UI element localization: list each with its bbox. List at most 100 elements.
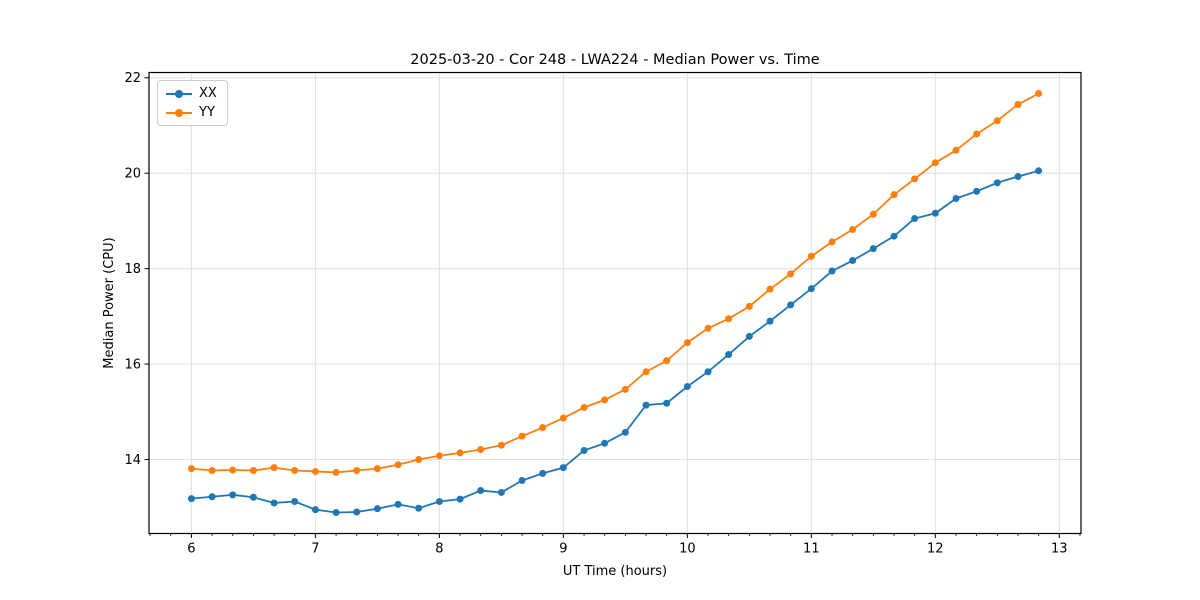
- data-point-yy: [601, 396, 609, 404]
- data-point-yy: [456, 449, 464, 457]
- data-point-xx: [291, 498, 299, 506]
- data-point-xx: [787, 301, 795, 309]
- data-point-xx: [353, 508, 361, 516]
- legend-item-xx: XX: [165, 85, 217, 102]
- y-tick-label: 20: [124, 167, 141, 182]
- data-point-yy: [477, 446, 485, 454]
- data-point-yy: [208, 467, 216, 475]
- data-point-xx: [869, 245, 877, 253]
- legend-item-yy: YY: [165, 104, 217, 121]
- data-point-yy: [807, 252, 815, 260]
- data-point-yy: [311, 467, 319, 475]
- data-point-xx: [766, 317, 774, 325]
- data-point-yy: [1014, 100, 1022, 108]
- data-point-xx: [394, 500, 402, 508]
- data-point-xx: [601, 439, 609, 447]
- data-point-yy: [973, 130, 981, 138]
- data-point-xx: [270, 499, 278, 507]
- data-point-xx: [477, 487, 485, 495]
- data-point-yy: [952, 146, 960, 154]
- series-line-yy: [191, 92, 1040, 474]
- data-point-xx: [993, 179, 1001, 187]
- data-point-yy: [642, 368, 650, 376]
- legend-label-yy: YY: [199, 105, 215, 120]
- data-point-yy: [663, 357, 671, 365]
- data-point-yy: [869, 210, 877, 218]
- x-axis-label: UT Time (hours): [563, 564, 667, 579]
- data-point-yy: [435, 452, 443, 460]
- data-point-xx: [415, 504, 423, 512]
- y-tick-label: 16: [124, 358, 141, 373]
- legend-line-marker-icon: [166, 108, 192, 117]
- data-point-xx: [911, 215, 919, 223]
- data-point-yy: [518, 432, 526, 440]
- x-tick-label: 13: [1051, 542, 1068, 557]
- legend-line-marker-icon: [166, 89, 192, 98]
- y-tick-label: 14: [124, 453, 141, 468]
- data-point-yy: [621, 385, 629, 393]
- data-point-xx: [187, 495, 195, 503]
- y-tick-label: 18: [124, 262, 141, 277]
- x-tick-label: 6: [187, 542, 195, 557]
- data-point-xx: [539, 469, 547, 477]
- data-point-yy: [291, 467, 299, 475]
- data-point-yy: [332, 468, 340, 476]
- data-point-xx: [931, 209, 939, 217]
- data-point-yy: [580, 404, 588, 412]
- x-tick-label: 8: [435, 542, 443, 557]
- grid-layer: [149, 72, 1081, 534]
- data-point-yy: [704, 324, 712, 332]
- chart-title: 2025-03-20 - Cor 248 - LWA224 - Median P…: [410, 52, 819, 68]
- data-point-yy: [187, 465, 195, 473]
- data-point-xx: [1035, 167, 1043, 175]
- x-tick-label: 10: [679, 542, 696, 557]
- data-point-yy: [270, 464, 278, 472]
- data-point-xx: [497, 488, 505, 496]
- data-point-xx: [332, 509, 340, 516]
- data-point-xx: [745, 332, 753, 340]
- data-point-xx: [373, 505, 381, 513]
- data-point-yy: [559, 414, 567, 422]
- data-point-xx: [580, 446, 588, 454]
- data-point-xx: [807, 285, 815, 293]
- x-tick-label: 12: [927, 542, 944, 557]
- data-point-xx: [828, 267, 836, 275]
- series-layer: [187, 90, 1043, 516]
- data-point-yy: [849, 226, 857, 234]
- data-point-xx: [621, 428, 629, 436]
- plot-border: [148, 71, 1082, 535]
- x-tick-label: 9: [559, 542, 567, 557]
- data-point-xx: [849, 257, 857, 265]
- legend-label-xx: XX: [199, 86, 217, 101]
- data-point-xx: [311, 506, 319, 514]
- data-point-yy: [229, 466, 237, 474]
- data-point-xx: [1014, 173, 1022, 181]
- data-point-yy: [787, 270, 795, 278]
- data-point-yy: [373, 465, 381, 473]
- data-point-yy: [415, 456, 423, 464]
- data-point-yy: [745, 302, 753, 310]
- data-point-xx: [725, 351, 733, 359]
- data-point-yy: [497, 441, 505, 449]
- data-point-xx: [663, 399, 671, 407]
- y-tick-label: 22: [124, 71, 141, 86]
- y-axis-label: Median Power (CPU): [102, 237, 117, 368]
- data-point-yy: [931, 159, 939, 167]
- data-point-xx: [683, 383, 691, 391]
- data-point-yy: [766, 285, 774, 293]
- data-point-yy: [828, 238, 836, 246]
- legend: XX YY: [157, 80, 228, 126]
- axes-layer: 6 7 8 9 10 11 12 13 14 16 18 20 22: [124, 71, 1082, 557]
- data-point-xx: [456, 495, 464, 503]
- data-point-xx: [208, 493, 216, 501]
- data-point-yy: [683, 339, 691, 347]
- data-point-yy: [725, 315, 733, 323]
- data-point-xx: [952, 194, 960, 202]
- data-point-yy: [539, 424, 547, 432]
- data-point-xx: [435, 498, 443, 506]
- data-point-yy: [1035, 90, 1043, 97]
- data-point-xx: [559, 464, 567, 472]
- data-point-xx: [642, 401, 650, 409]
- data-point-yy: [890, 191, 898, 199]
